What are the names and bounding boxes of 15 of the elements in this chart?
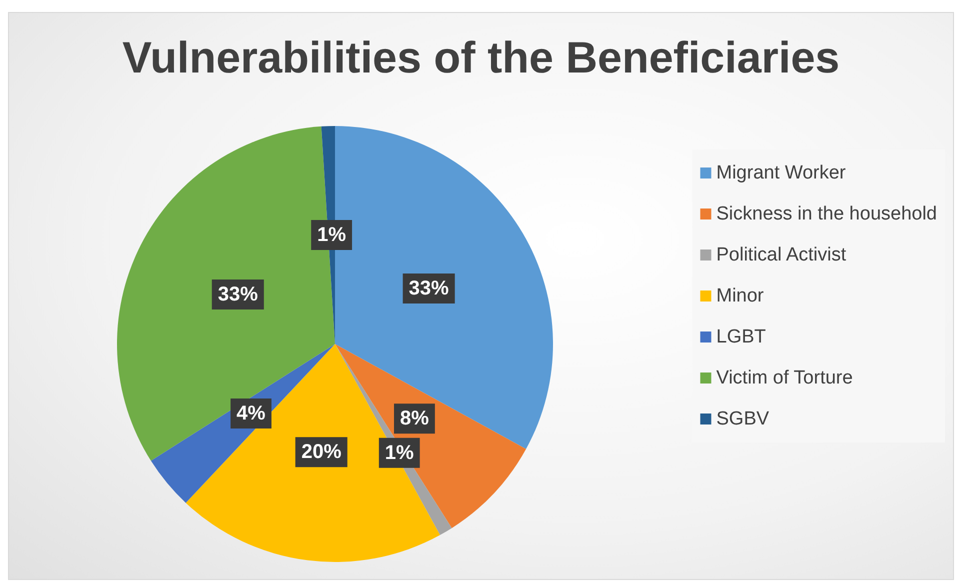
data-label: 1% xyxy=(317,224,346,246)
data-label: 8% xyxy=(400,408,430,430)
legend-label: SGBV xyxy=(716,408,770,430)
data-label: 20% xyxy=(301,441,342,464)
data-label: 33% xyxy=(408,278,450,300)
data-label: 33% xyxy=(218,284,258,306)
chart-title: Vulnerabilities of the Beneficiaries xyxy=(122,34,840,82)
legend-label: Minor xyxy=(716,286,764,306)
legend-label: Sickness in the household xyxy=(716,204,938,224)
legend-label: Migrant Worker xyxy=(716,162,846,184)
data-label: 4% xyxy=(236,402,266,424)
legend-label: Political Activist xyxy=(716,244,847,266)
data-label: 1% xyxy=(384,442,414,464)
legend-label: Victim of Torture xyxy=(716,368,853,388)
legend-label: LGBT xyxy=(716,326,766,348)
